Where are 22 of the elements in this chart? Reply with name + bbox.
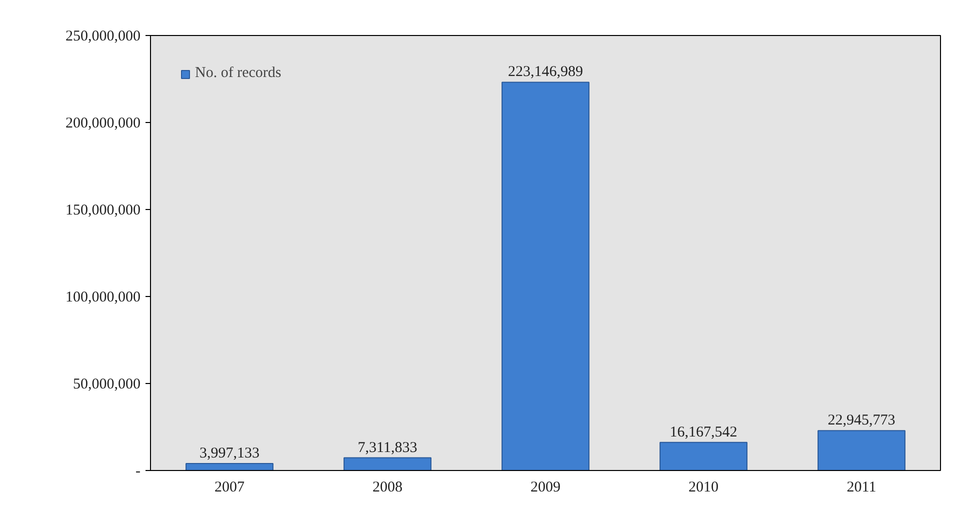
y-tick-label: 100,000,000 [66,290,140,306]
y-tick-label: 50,000,000 [73,376,140,392]
data-label: 223,146,989 [508,64,583,80]
data-label: 22,945,773 [828,412,896,429]
data-label: 16,167,542 [670,424,738,440]
y-tick-label: 200,000,000 [66,116,140,132]
x-tick-label: 2009 [530,480,560,496]
y-tick-label: 250,000,000 [66,28,140,44]
bar [818,430,906,470]
bar [186,463,274,470]
x-tick-label: 2008 [372,480,402,496]
data-label: 3,997,133 [200,446,260,462]
y-tick-label: - [136,464,141,480]
bar [660,442,748,470]
bar [502,82,590,470]
bar [344,457,432,470]
y-tick-label: 150,000,000 [66,202,140,218]
x-tick-label: 2011 [846,480,876,496]
x-tick-label: 2007 [214,480,245,496]
x-tick-label: 2010 [688,480,718,496]
data-label: 7,311,833 [358,440,418,456]
legend-label: No. of records [195,65,282,82]
